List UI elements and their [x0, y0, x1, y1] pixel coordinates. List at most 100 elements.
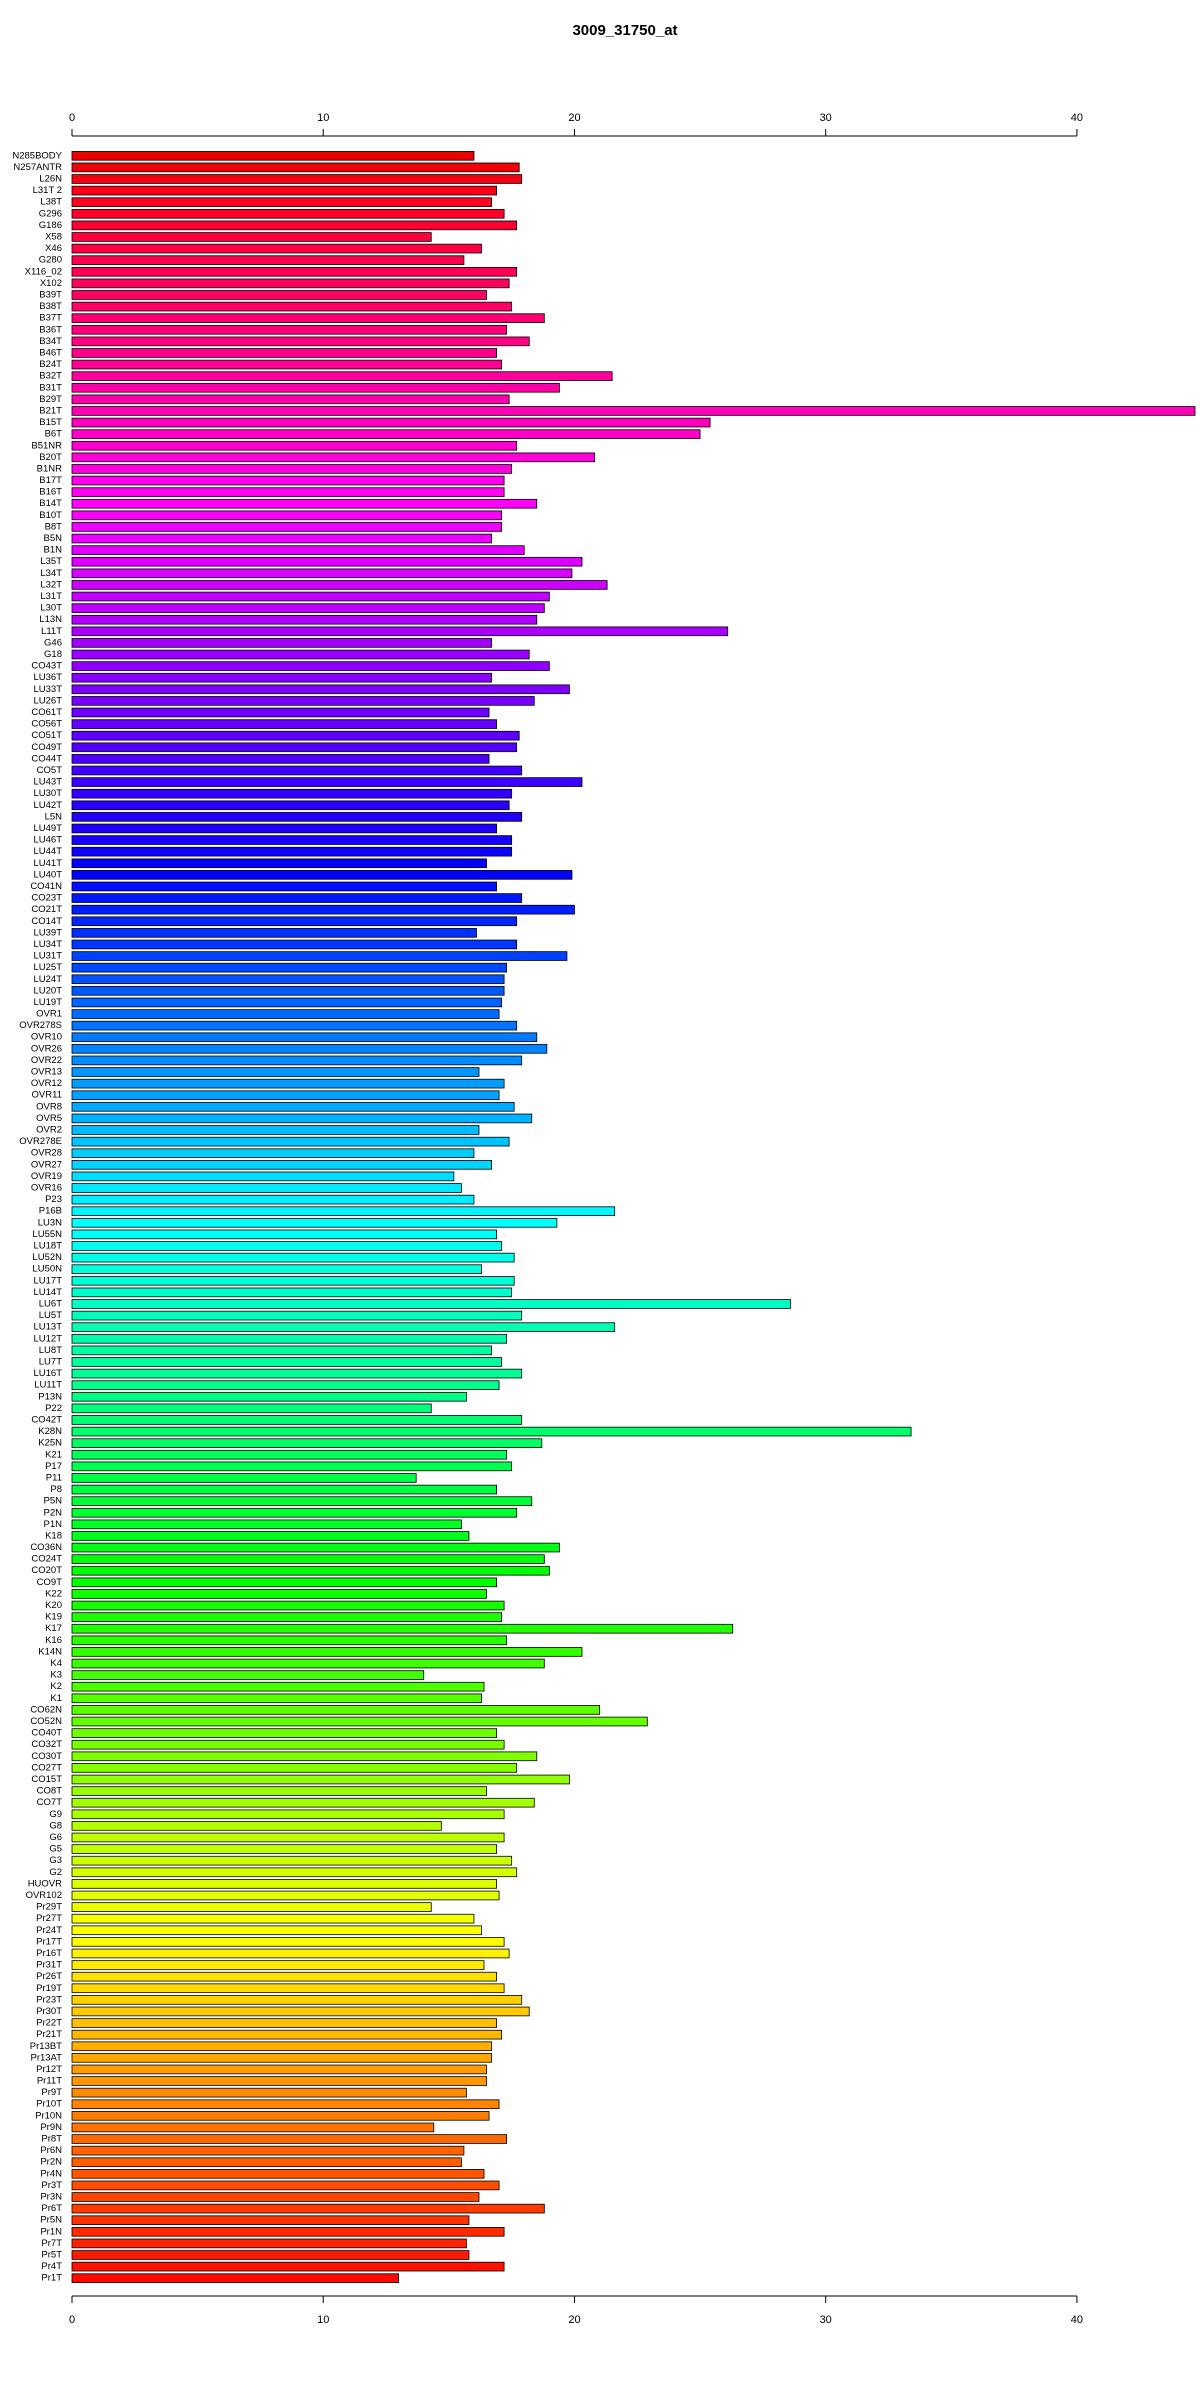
bar: [71, 429, 701, 439]
category-label: B10T: [39, 510, 62, 521]
category-label: G186: [39, 220, 62, 231]
bar: [71, 1589, 487, 1599]
category-label: X116_02: [25, 266, 62, 277]
category-label: P5N: [44, 1496, 63, 1507]
category-label: Pr3T: [41, 2180, 62, 2191]
category-label: LU11T: [34, 1380, 62, 1391]
category-label: LU30T: [33, 788, 62, 799]
bar: [71, 1739, 505, 1750]
bar: [71, 754, 490, 764]
bar: [71, 788, 513, 799]
category-label: P16B: [39, 1206, 62, 1217]
bottom-tick-label: 10: [317, 2314, 329, 2326]
bar: [71, 1681, 485, 1692]
category-label: LU7T: [39, 1356, 62, 1367]
bar: [71, 742, 518, 753]
category-label: LU46T: [33, 835, 62, 846]
bar: [71, 1264, 482, 1274]
category-label: OVR12: [31, 1078, 62, 1089]
bar: [71, 638, 492, 648]
bar: [71, 684, 570, 695]
bar: [71, 487, 505, 497]
category-label: CO14T: [31, 916, 62, 927]
bar: [71, 591, 550, 602]
bar: [71, 1693, 482, 1704]
category-label: Pr4N: [40, 2168, 62, 2179]
category-label: G296: [39, 208, 62, 219]
category-label: X58: [45, 231, 62, 242]
category-label: CO52N: [30, 1716, 62, 1727]
category-label: CO24T: [31, 1554, 62, 1565]
category-label: L34T: [40, 568, 62, 579]
category-label: LU44T: [33, 846, 62, 857]
category-label: B32T: [39, 371, 62, 382]
category-label: LU39T: [33, 927, 62, 938]
bar: [71, 1763, 518, 1773]
bar: [71, 498, 538, 509]
bar: [71, 1148, 475, 1159]
category-label: Pr1T: [41, 2273, 62, 2284]
bar: [71, 1913, 475, 1924]
category-label: OVR28: [31, 1148, 62, 1159]
top-tick-label: 0: [69, 112, 75, 124]
bar: [71, 382, 560, 393]
category-label: K17: [45, 1623, 62, 1634]
category-label: K16: [45, 1635, 62, 1646]
bar: [71, 812, 523, 822]
bar: [71, 1217, 558, 1228]
category-label: X46: [45, 243, 62, 254]
category-label: OVR8: [36, 1101, 62, 1112]
category-label: OVR26: [31, 1043, 62, 1054]
category-label: G2: [49, 1867, 62, 1878]
category-label: P1N: [44, 1519, 63, 1530]
bar: [71, 1449, 508, 1460]
chart-title: 3009_31750_at: [572, 22, 677, 39]
category-label: L31T: [40, 591, 62, 602]
category-label: OVR5: [36, 1113, 62, 1124]
category-label: LU41T: [33, 858, 62, 869]
category-label: LU13T: [33, 1322, 62, 1333]
bottom-tick-label: 40: [1071, 2314, 1083, 2326]
bar: [71, 2006, 530, 2017]
category-label: OVR22: [31, 1055, 62, 1066]
bar: [71, 208, 505, 219]
bar: [71, 394, 510, 405]
bar: [71, 696, 535, 706]
bar: [71, 1948, 510, 1959]
category-label: Pr30T: [36, 2006, 62, 2017]
bar: [71, 707, 490, 718]
category-label: Pr1N: [40, 2226, 62, 2237]
category-label: LU6T: [39, 1298, 62, 1309]
bar: [71, 2053, 492, 2063]
bar: [71, 174, 523, 184]
bar: [71, 1032, 538, 1043]
category-label: LU52N: [32, 1252, 62, 1263]
top-tick-label: 30: [820, 112, 832, 124]
category-label: B51NR: [31, 440, 62, 451]
category-label: LU5T: [39, 1310, 62, 1321]
bar: [71, 1484, 497, 1495]
bar: [71, 1136, 510, 1147]
bar: [71, 568, 573, 579]
category-label: LU55N: [32, 1229, 62, 1240]
bar: [71, 1461, 513, 1472]
bar: [71, 220, 518, 231]
category-label: CO7T: [37, 1797, 63, 1808]
bar: [71, 974, 505, 985]
category-label: CO27T: [31, 1762, 62, 1773]
category-label: K22: [45, 1588, 62, 1599]
category-label: B38T: [39, 301, 62, 312]
category-label: CO32T: [31, 1739, 62, 1750]
bar: [71, 556, 583, 567]
bar: [71, 1600, 505, 1611]
bar: [71, 2134, 508, 2144]
bar: [71, 452, 595, 463]
bar: [71, 2261, 505, 2272]
category-label: LU36T: [33, 672, 62, 683]
category-label: CO9T: [37, 1577, 63, 1588]
bar: [71, 951, 568, 961]
category-label: Pr2N: [40, 2157, 62, 2168]
category-label: G6: [49, 1832, 62, 1843]
bar: [71, 939, 518, 950]
bar: [71, 1867, 518, 1878]
